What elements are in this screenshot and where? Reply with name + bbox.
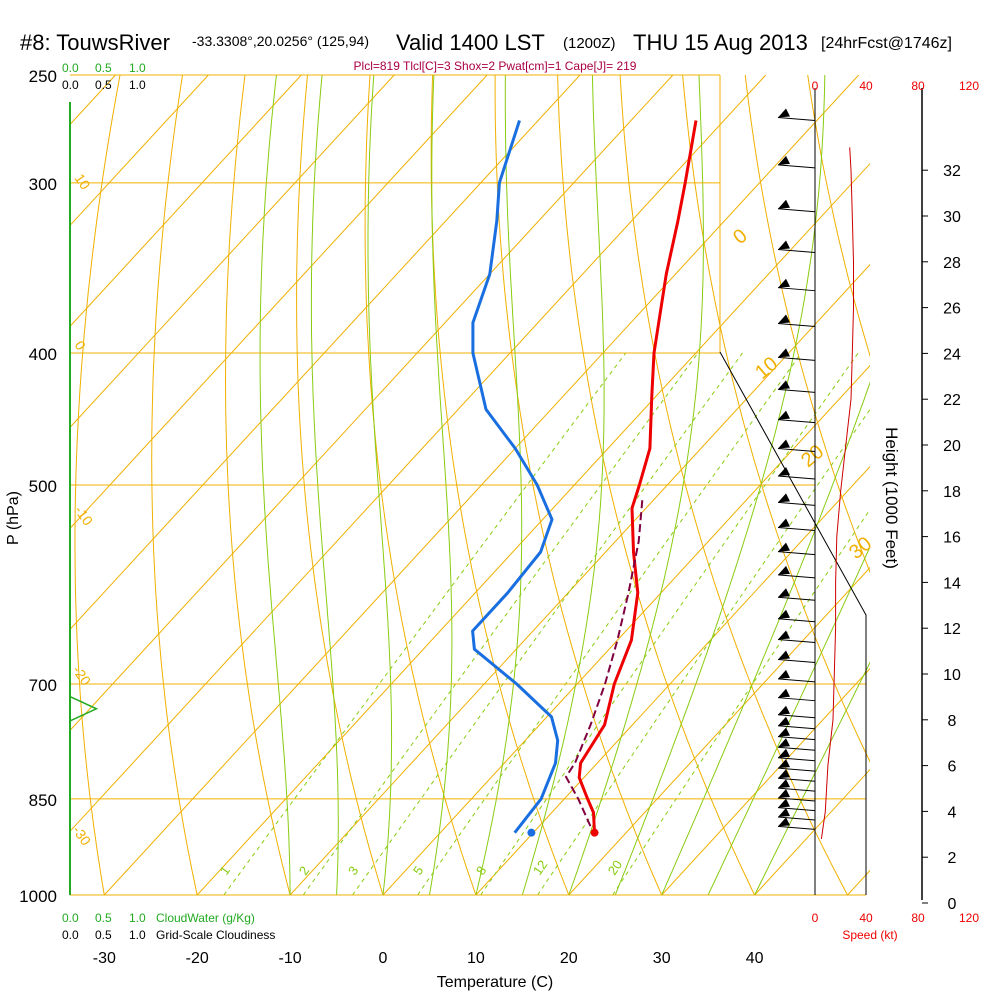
station-title: #8: TouwsRiver — [20, 30, 170, 55]
height-label-14: 14 — [943, 575, 961, 592]
temp-label-40: 40 — [746, 950, 764, 967]
speed-tick-top-80: 80 — [911, 79, 925, 93]
height-label-4: 4 — [948, 804, 957, 821]
height-label-6: 6 — [948, 759, 957, 776]
cloud-tick-top-g1: 0.5 — [95, 61, 112, 75]
pressure-label-500: 500 — [29, 477, 57, 496]
surface-temperature-marker — [591, 829, 599, 837]
speed-tick-bottom-40: 40 — [859, 911, 873, 925]
cloud-tick-bottom-g1: 0.5 — [95, 911, 112, 925]
height-label-8: 8 — [948, 713, 957, 730]
forecast-date: THU 15 Aug 2013 — [633, 30, 808, 55]
height-axis-title: Height (1000 Feet) — [882, 427, 901, 569]
height-label-20: 20 — [943, 438, 961, 455]
cloud-tick-top-k0: 0.0 — [62, 78, 79, 92]
speed-tick-top-0: 0 — [812, 79, 819, 93]
height-label-28: 28 — [943, 255, 961, 272]
speed-tick-bottom-120: 120 — [959, 911, 979, 925]
height-label-10: 10 — [943, 667, 961, 684]
temp-label--10: -10 — [279, 950, 302, 967]
station-coords: -33.3308°,20.0256° (125,94) — [192, 33, 369, 49]
pressure-axis-title: P (hPa) — [5, 491, 22, 545]
height-label-30: 30 — [943, 209, 961, 226]
height-label-22: 22 — [943, 392, 961, 409]
temp-label-30: 30 — [653, 950, 671, 967]
cloud-tick-bottom-g2: 1.0 — [129, 911, 146, 925]
utc-time: (1200Z) — [563, 35, 616, 52]
cloud-tick-top-k1: 0.5 — [95, 78, 112, 92]
pressure-label-1000: 1000 — [19, 887, 57, 906]
height-label-26: 26 — [943, 301, 961, 318]
speed-tick-bottom-80: 80 — [911, 911, 925, 925]
temp-label--30: -30 — [93, 950, 116, 967]
cloud-tick-bottom-k1: 0.5 — [95, 928, 112, 942]
height-label-2: 2 — [948, 850, 957, 867]
height-label-18: 18 — [943, 484, 961, 501]
speed-axis-title: Speed (kt) — [842, 928, 897, 942]
pressure-label-300: 300 — [29, 175, 57, 194]
temperature-axis-title: Temperature (C) — [437, 974, 553, 991]
forecast-run: [24hrFcst@1746z] — [821, 35, 952, 52]
stability-indices: Plcl=819 Tlcl[C]=3 Shox=2 Pwat[cm]=1 Cap… — [354, 59, 637, 73]
pressure-label-850: 850 — [29, 791, 57, 810]
height-label-24: 24 — [943, 346, 961, 363]
cloud-water-legend: CloudWater (g/Kg) — [156, 911, 255, 925]
pressure-label-700: 700 — [29, 676, 57, 695]
cloud-tick-bottom-k2: 1.0 — [129, 928, 146, 942]
cloud-tick-top-g0: 0.0 — [62, 61, 79, 75]
temp-label--20: -20 — [186, 950, 209, 967]
height-label-0: 0 — [948, 896, 957, 913]
pressure-label-400: 400 — [29, 345, 57, 364]
temp-label-20: 20 — [560, 950, 578, 967]
valid-time: Valid 1400 LST — [396, 30, 545, 55]
speed-tick-top-120: 120 — [959, 79, 979, 93]
cloud-tick-top-k2: 1.0 — [129, 78, 146, 92]
pressure-label-250: 250 — [29, 67, 57, 86]
height-label-32: 32 — [943, 163, 961, 180]
speed-tick-bottom-0: 0 — [812, 911, 819, 925]
temp-label-0: 0 — [379, 950, 388, 967]
height-label-12: 12 — [943, 621, 961, 638]
cloud-tick-bottom-k0: 0.0 — [62, 928, 79, 942]
surface-dewpoint-marker — [527, 829, 535, 837]
height-label-16: 16 — [943, 530, 961, 547]
cloud-tick-bottom-g0: 0.0 — [62, 911, 79, 925]
temp-label-10: 10 — [467, 950, 485, 967]
cloudiness-legend: Grid-Scale Cloudiness — [156, 928, 275, 942]
speed-tick-top-40: 40 — [859, 79, 873, 93]
cloud-tick-top-g2: 1.0 — [129, 61, 146, 75]
